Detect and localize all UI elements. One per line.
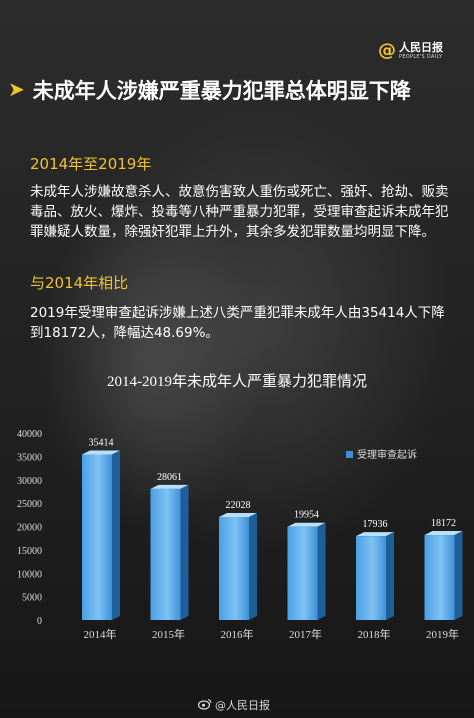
- bar: [424, 535, 455, 620]
- peoples-daily-logo: @ 人民日报 PEOPLE'S DAILY: [378, 40, 443, 61]
- bar-top: [356, 532, 394, 537]
- headline: 未成年人涉嫌严重暴力犯罪总体明显下降: [32, 79, 411, 103]
- x-tick-label: 2016年: [221, 627, 254, 641]
- x-tick-label: 2014年: [84, 627, 117, 641]
- section1-heading: 2014年至2019年: [30, 155, 152, 173]
- section2-heading: 与2014年相比: [30, 274, 129, 292]
- logo-wordmark: 人民日报 PEOPLE'S DAILY: [399, 42, 443, 60]
- bar-side: [180, 484, 189, 620]
- x-tick-label: 2018年: [358, 627, 391, 641]
- legend-swatch: [346, 451, 353, 458]
- footer-attribution: @人民日报: [197, 697, 270, 713]
- bar-side: [317, 522, 326, 620]
- bar-side: [249, 513, 257, 620]
- bar-side: [454, 531, 463, 620]
- bar-top: [287, 522, 326, 527]
- x-tick-label: 2019年: [426, 627, 459, 641]
- headline-row: ➤ 未成年人涉嫌严重暴力犯罪总体明显下降: [8, 74, 433, 108]
- logo-subtitle: PEOPLE'S DAILY: [399, 53, 443, 60]
- x-tick-label: 2017年: [289, 627, 322, 641]
- y-tick-label: 40000: [17, 429, 42, 440]
- chart-title: 2014-2019年未成年人严重暴力犯罪情况: [107, 373, 367, 390]
- y-tick-label: 35000: [17, 452, 42, 463]
- x-tick-label: 2015年: [152, 627, 185, 641]
- bar-chart: 2014-2019年未成年人严重暴力犯罪情况 0 5000 10000 15000 20…: [17, 373, 463, 641]
- logo-name: 人民日报: [399, 40, 443, 54]
- bar-side: [112, 450, 120, 620]
- bar: [82, 454, 112, 620]
- logo-at-icon: @: [378, 40, 396, 61]
- section2-body: 2019年受理审查起诉涉嫌上述八类严重犯罪未成年人由35414人下降到18172…: [30, 305, 445, 341]
- data-label: 35414: [89, 437, 114, 448]
- bar-top: [424, 531, 463, 536]
- footer-text: @人民日报: [215, 699, 270, 712]
- bar: [287, 526, 318, 620]
- data-label: 22028: [226, 500, 251, 511]
- data-label: 19954: [294, 510, 319, 521]
- y-tick-label: 15000: [17, 546, 42, 557]
- bar: [219, 517, 249, 620]
- y-tick-label: 0: [37, 616, 42, 627]
- data-label: 28061: [157, 472, 182, 483]
- section1-body: 未成年人涉嫌故意杀人、故意伤害致人重伤或死亡、强奸、抢劫、贩卖毒品、放火、爆炸、…: [30, 184, 449, 240]
- data-label: 17936: [363, 519, 388, 530]
- weibo-icon: [197, 698, 212, 713]
- legend-label: 受理审查起诉: [357, 448, 417, 461]
- bar: [150, 488, 181, 620]
- y-tick-label: 20000: [17, 523, 42, 534]
- y-tick-label: 5000: [22, 593, 42, 604]
- data-label: 18172: [431, 518, 456, 529]
- bar-top: [219, 513, 257, 518]
- bar-top: [82, 450, 120, 455]
- bar-top: [150, 484, 189, 489]
- y-tick-label: 30000: [17, 476, 42, 487]
- arrow-right-icon: ➤: [8, 77, 25, 101]
- y-tick-label: 10000: [17, 569, 42, 580]
- bar: [356, 536, 386, 620]
- bar-side: [386, 532, 394, 620]
- y-tick-label: 25000: [17, 499, 42, 510]
